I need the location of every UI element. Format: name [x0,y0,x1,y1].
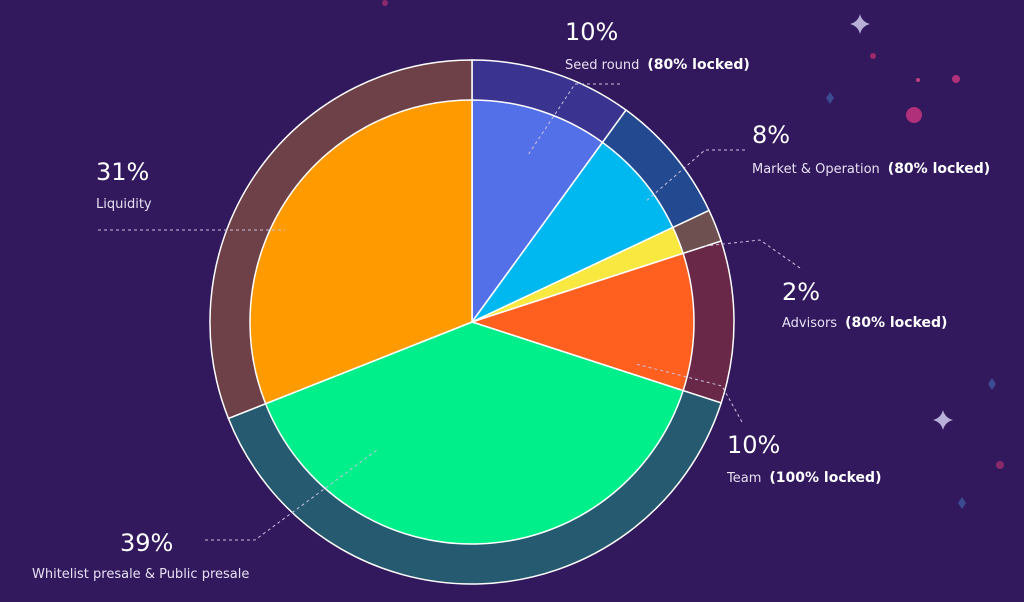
slice-label: Liquidity [96,197,152,212]
value-label: 10% [727,431,780,459]
decor [382,0,1004,509]
value-label: 39% [120,529,173,557]
slice-name: Team [726,471,761,486]
slice-name: Liquidity [96,197,152,212]
slice-name: Whitelist presale & Public presale [32,567,249,582]
slice-name: Market & Operation [752,162,880,177]
value-label: 2% [782,278,820,306]
slice-label: Market & Operation (80% locked) [752,161,990,177]
slice-label: Seed round (80% locked) [565,57,750,73]
value-label: 10% [565,18,618,46]
pie-slice [249,99,473,405]
leader-line [527,83,620,156]
value-label: 8% [752,121,790,149]
pie-slice [264,321,685,545]
slice-name: Seed round [565,58,639,73]
pie-slice [471,99,604,325]
leader-line [205,449,378,541]
slice-label: Whitelist presale & Public presale [32,567,249,582]
pie-slice [471,141,674,323]
locked-note: (80% locked) [845,315,947,331]
pie-slice [469,252,695,392]
locked-note: (80% locked) [647,57,749,73]
slice-name: Advisors [782,316,837,331]
locked-note: (80% locked) [888,161,990,177]
leader-line [704,239,801,269]
value-label: 31% [96,158,149,186]
slice-label: Advisors (80% locked) [782,315,947,331]
locked-note: (100% locked) [769,470,881,486]
leader-line [644,149,745,203]
slice-label: Team (100% locked) [726,470,881,486]
leader-line [635,363,743,423]
